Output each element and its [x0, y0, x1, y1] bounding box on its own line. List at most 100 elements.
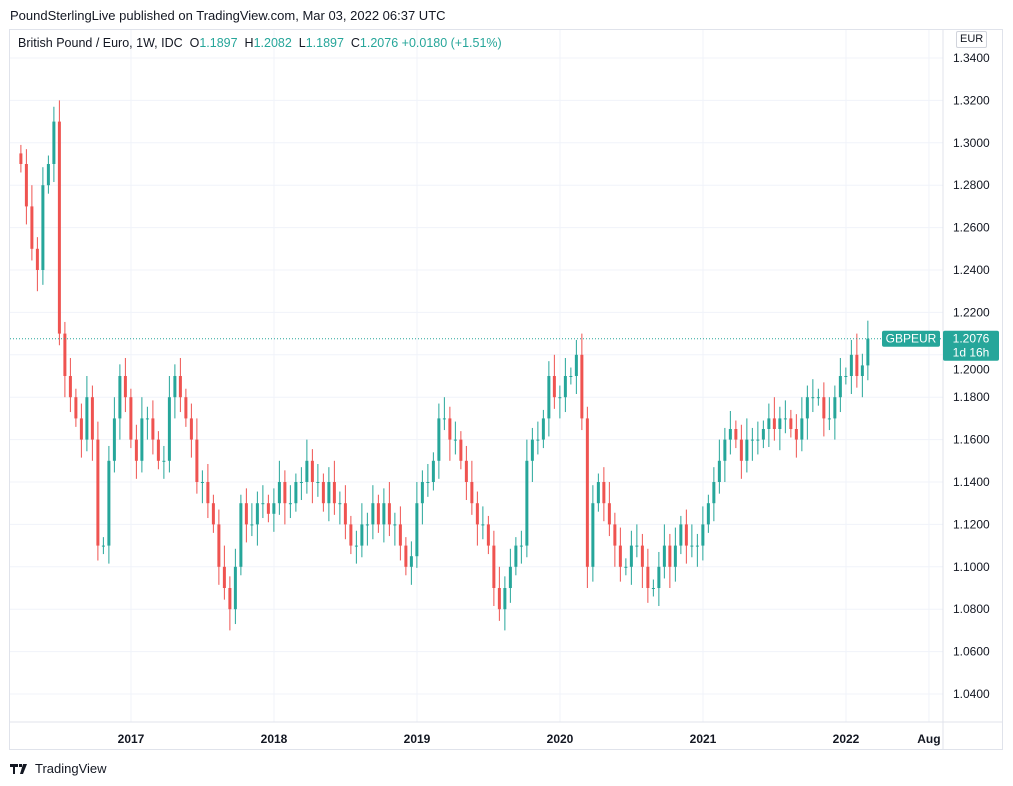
high-value: 1.2082 [253, 36, 292, 50]
candle-body [459, 439, 463, 461]
candle-body [657, 566, 661, 588]
currency-button[interactable]: EUR [956, 31, 988, 48]
y-tick-label: 1.2600 [953, 221, 990, 235]
candle-body [415, 503, 419, 557]
candle-body [860, 365, 864, 376]
candle-body [195, 439, 199, 482]
candle-body [140, 418, 144, 461]
candle-body [332, 482, 336, 504]
candle-body [701, 524, 705, 546]
candle-body [728, 429, 732, 440]
symbol-tag [882, 330, 940, 347]
candle-body [63, 333, 67, 376]
candle-body [244, 503, 248, 525]
candle-body [299, 482, 303, 483]
candle-body [134, 439, 138, 461]
candle-body [558, 397, 562, 399]
candle-body [723, 439, 727, 461]
candle-body [74, 397, 78, 419]
symbol-tag-label: GBPEUR [886, 332, 937, 346]
candle-body [376, 503, 380, 525]
candle-body [833, 397, 837, 419]
candle-body [629, 545, 633, 567]
candle-body [827, 418, 831, 420]
candle-body [261, 503, 265, 505]
candle-body [849, 354, 853, 376]
y-tick-label: 1.0400 [953, 687, 990, 701]
y-tick-label: 1.2400 [953, 263, 990, 277]
candle-body [321, 482, 325, 504]
candle-body [761, 429, 765, 440]
candle-body [409, 556, 413, 567]
candle-body [437, 418, 441, 461]
candle-body [167, 397, 171, 461]
candle-body [85, 397, 89, 440]
candle-body [811, 397, 815, 399]
candle-body [844, 376, 848, 377]
candle-body [635, 545, 639, 547]
candle-body [272, 503, 276, 514]
candle-body [349, 524, 353, 546]
tradingview-brand[interactable]: TradingView [10, 761, 107, 776]
candle-body [184, 397, 188, 419]
candle-body [52, 121, 56, 164]
candle-body [679, 524, 683, 546]
candle-body [178, 376, 182, 398]
candle-body [866, 338, 870, 366]
candle-body [486, 524, 490, 546]
candle-body [404, 545, 408, 567]
candle-body [514, 545, 518, 567]
candle-body [338, 503, 342, 505]
candle-body [767, 418, 771, 429]
y-tick-label: 1.2000 [953, 363, 990, 377]
x-tick-label: Aug [917, 732, 940, 746]
candle-body [46, 164, 50, 186]
candle-body [283, 482, 287, 504]
candle-body [706, 503, 710, 525]
open-value: 1.1897 [199, 36, 238, 50]
y-tick-label: 1.0600 [953, 645, 990, 659]
candle-body [426, 482, 430, 483]
candle-body [651, 588, 655, 589]
candle-body [277, 482, 281, 504]
candle-body [162, 460, 166, 462]
close-value: 1.2076 [359, 36, 399, 50]
candle-body [222, 566, 226, 588]
low-label: L [298, 36, 306, 50]
candle-body [327, 482, 331, 504]
y-tick-label: 1.1000 [953, 560, 990, 574]
candle-body [668, 545, 672, 567]
candle-body [305, 460, 309, 482]
y-tick-label: 1.1800 [953, 390, 990, 404]
candle-body [453, 439, 457, 441]
candle-body [365, 524, 369, 526]
candle-body [508, 566, 512, 588]
candle-body [41, 185, 45, 270]
candle-body [382, 503, 386, 525]
candle-body [772, 418, 776, 429]
x-tick-label: 2019 [404, 732, 431, 746]
brand-label: TradingView [35, 761, 107, 776]
candle-body [800, 418, 804, 440]
y-tick-label: 1.3400 [953, 51, 990, 65]
candle-body [107, 460, 111, 546]
candle-body [24, 164, 28, 207]
candle-body [420, 482, 424, 504]
open-label: O [189, 36, 200, 50]
candle-body [519, 545, 523, 547]
candle-body [239, 503, 243, 567]
price-tag [943, 330, 999, 361]
y-tick-label: 1.1200 [953, 517, 990, 531]
x-tick-label: 2022 [833, 732, 860, 746]
candle-body [200, 482, 204, 483]
high-label: H [244, 36, 254, 50]
y-tick-label: 1.2200 [953, 305, 990, 319]
candle-body [602, 482, 606, 504]
candle-body [613, 524, 617, 546]
candle-body [783, 418, 787, 420]
candle-body [789, 418, 793, 429]
candle-body [580, 354, 584, 419]
candle-body [79, 418, 83, 440]
candle-body [492, 545, 496, 588]
